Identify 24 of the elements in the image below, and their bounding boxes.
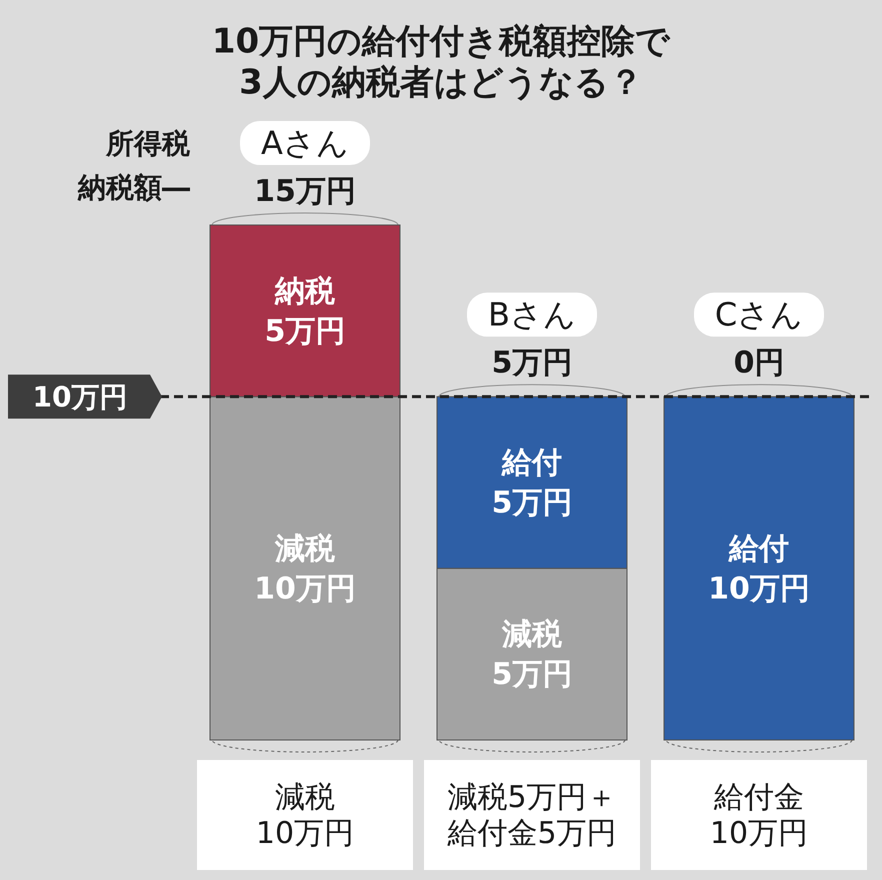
text: 給付金10万円: [710, 780, 808, 850]
series-label: 給付: [501, 445, 562, 480]
text: 減税5万円＋給付金5万円: [446, 780, 617, 850]
data-label: 10万円: [254, 570, 356, 606]
text: 所得税: [105, 126, 190, 160]
text: 給付: [729, 530, 789, 566]
data-label: 5万円: [492, 656, 572, 692]
annotation: 5万円: [492, 345, 572, 380]
data-label: 5万円: [492, 485, 572, 520]
x-tick-label: Aさん: [261, 124, 349, 162]
chart-title: 10万円の給付付き税額控除で 3人の納税者はどうなる？: [212, 22, 672, 102]
series-label: 減税: [275, 780, 335, 814]
text: 10万円: [256, 816, 354, 850]
text: 納税額―: [77, 170, 190, 204]
x-tick-label: Bさん: [488, 296, 576, 334]
data-label: 10万円: [708, 570, 810, 606]
annotation: 0円: [734, 345, 784, 380]
series-label: 納税: [274, 273, 335, 308]
text: 減税: [275, 530, 335, 566]
text: 減税: [502, 616, 562, 652]
data-label: 5万円: [264, 313, 346, 348]
x-tick-label: Cさん: [714, 296, 804, 334]
ref-line-label: 10万円: [32, 380, 128, 414]
annotation: 15万円: [254, 174, 356, 208]
